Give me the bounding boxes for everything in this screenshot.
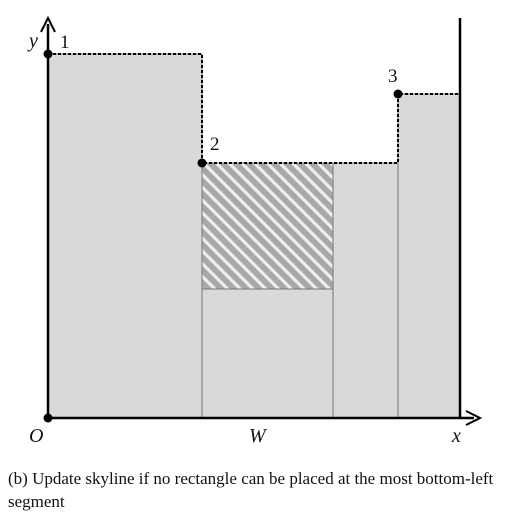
skyline-diagram: y O W x 1 2 3 — [27, 15, 483, 447]
point-3-dot — [393, 89, 403, 99]
block-hatched-waste — [201, 162, 334, 290]
y-axis-label: y — [27, 30, 38, 52]
block-middle-bottom — [201, 288, 334, 419]
block-left — [47, 53, 203, 419]
width-label: W — [249, 425, 268, 447]
point-1-label: 1 — [60, 32, 70, 53]
point-2-label: 2 — [210, 134, 220, 155]
origin-dot — [43, 413, 53, 423]
origin-label: O — [29, 425, 43, 447]
skyline-line — [48, 53, 460, 164]
x-axis-label: x — [451, 425, 461, 447]
block-middle-right — [332, 162, 399, 419]
figure-caption: (b) Update skyline if no rectangle can b… — [8, 469, 494, 511]
point-1-dot — [43, 49, 53, 59]
x-axis-arrow-icon — [465, 410, 483, 426]
block-right — [397, 93, 461, 419]
point-3-label: 3 — [388, 66, 398, 87]
y-axis-arrow-icon — [40, 15, 56, 33]
point-2-dot — [197, 158, 207, 168]
